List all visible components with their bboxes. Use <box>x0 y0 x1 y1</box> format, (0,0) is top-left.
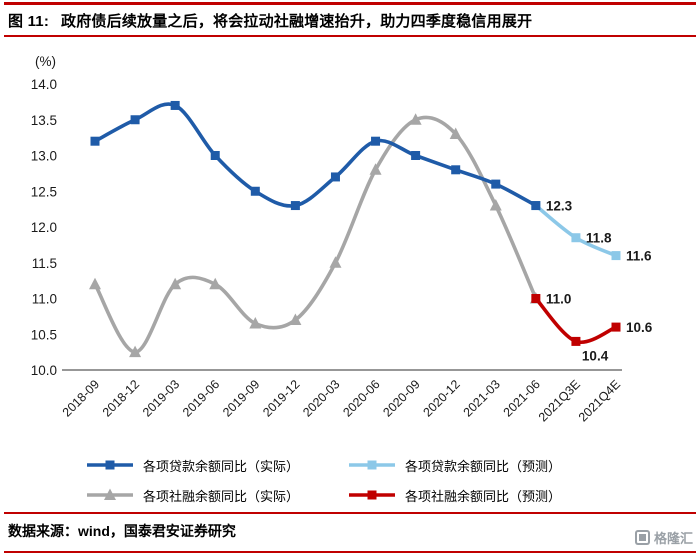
svg-text:2020-06: 2020-06 <box>340 377 382 419</box>
svg-text:2020-12: 2020-12 <box>420 377 462 419</box>
legend-label: 各项社融余额同比（实际） <box>143 488 300 504</box>
legend-label: 各项贷款余额同比（预测） <box>405 458 562 474</box>
svg-text:12.0: 12.0 <box>31 220 57 235</box>
svg-text:11.6: 11.6 <box>626 249 652 264</box>
figure-title: 图 11: 政府债后续放量之后，将会拉动社融增速抬升，助力四季度稳信用展开 <box>8 10 692 31</box>
legend-item-0: 各项贷款余额同比（实际） <box>86 456 348 475</box>
brand-logo: 格隆汇 <box>634 528 693 547</box>
top-divider <box>4 2 696 5</box>
legend-item-3: 各项社融余额同比（预测） <box>348 486 610 505</box>
svg-text:11.5: 11.5 <box>32 256 57 271</box>
svg-text:12.5: 12.5 <box>31 184 57 199</box>
svg-text:2019-06: 2019-06 <box>180 377 222 419</box>
svg-text:2018-09: 2018-09 <box>60 377 102 419</box>
svg-text:13.0: 13.0 <box>31 149 57 164</box>
svg-text:11.0: 11.0 <box>32 292 57 307</box>
svg-text:2021Q4E: 2021Q4E <box>576 377 623 424</box>
svg-text:12.3: 12.3 <box>546 199 573 214</box>
svg-text:10.0: 10.0 <box>31 363 57 378</box>
svg-text:10.6: 10.6 <box>626 320 653 335</box>
legend-item-1: 各项贷款余额同比（预测） <box>348 456 610 475</box>
svg-text:2019-09: 2019-09 <box>220 377 262 419</box>
legend-label: 各项贷款余额同比（实际） <box>143 458 300 474</box>
svg-text:13.5: 13.5 <box>31 113 57 128</box>
legend-square-marker-icon <box>349 490 395 500</box>
svg-text:2021Q3E: 2021Q3E <box>536 377 583 424</box>
svg-text:10.4: 10.4 <box>582 348 609 363</box>
svg-text:2018-12: 2018-12 <box>100 377 142 419</box>
svg-text:(%): (%) <box>35 54 56 69</box>
legend-triangle-marker-icon <box>87 488 133 500</box>
svg-text:10.5: 10.5 <box>31 327 57 342</box>
svg-text:14.0: 14.0 <box>31 77 57 92</box>
legend-label: 各项社融余额同比（预测） <box>405 488 562 504</box>
svg-text:2019-12: 2019-12 <box>260 377 302 419</box>
footer-divider <box>4 512 696 514</box>
svg-text:2019-03: 2019-03 <box>140 377 182 419</box>
legend-square-marker-icon <box>87 460 133 470</box>
bottom-divider <box>4 551 696 553</box>
figure-number: 图 11: <box>8 13 50 30</box>
line-chart: (%) 10.0 10.5 11.0 11.5 12.0 12.5 13.0 13.5 14.0 2… <box>31 54 653 424</box>
svg-text:2020-03: 2020-03 <box>300 377 342 419</box>
gelonghui-icon <box>634 530 650 545</box>
title-divider <box>4 35 696 37</box>
data-source: 数据来源：wind，国泰君安证券研究 <box>8 523 236 539</box>
legend-row: 各项社融余额同比（实际） 各项社融余额同比（预测） <box>0 480 700 510</box>
svg-text:2020-09: 2020-09 <box>380 377 422 419</box>
svg-text:2021-03: 2021-03 <box>461 377 503 419</box>
legend-row: 各项贷款余额同比（实际） 各项贷款余额同比（预测） <box>0 450 700 480</box>
chart-legend: 各项贷款余额同比（实际） 各项贷款余额同比（预测） 各项社融余额同比（实际） 各项社融… <box>0 450 700 510</box>
svg-text:11.0: 11.0 <box>546 292 572 307</box>
brand-name: 格隆汇 <box>653 531 693 546</box>
svg-text:11.8: 11.8 <box>586 231 612 246</box>
legend-item-2: 各项社融余额同比（实际） <box>86 486 348 505</box>
legend-square-marker-icon <box>349 460 395 470</box>
figure-title-text: 政府债后续放量之后，将会拉动社融增速抬升，助力四季度稳信用展开 <box>61 13 533 30</box>
